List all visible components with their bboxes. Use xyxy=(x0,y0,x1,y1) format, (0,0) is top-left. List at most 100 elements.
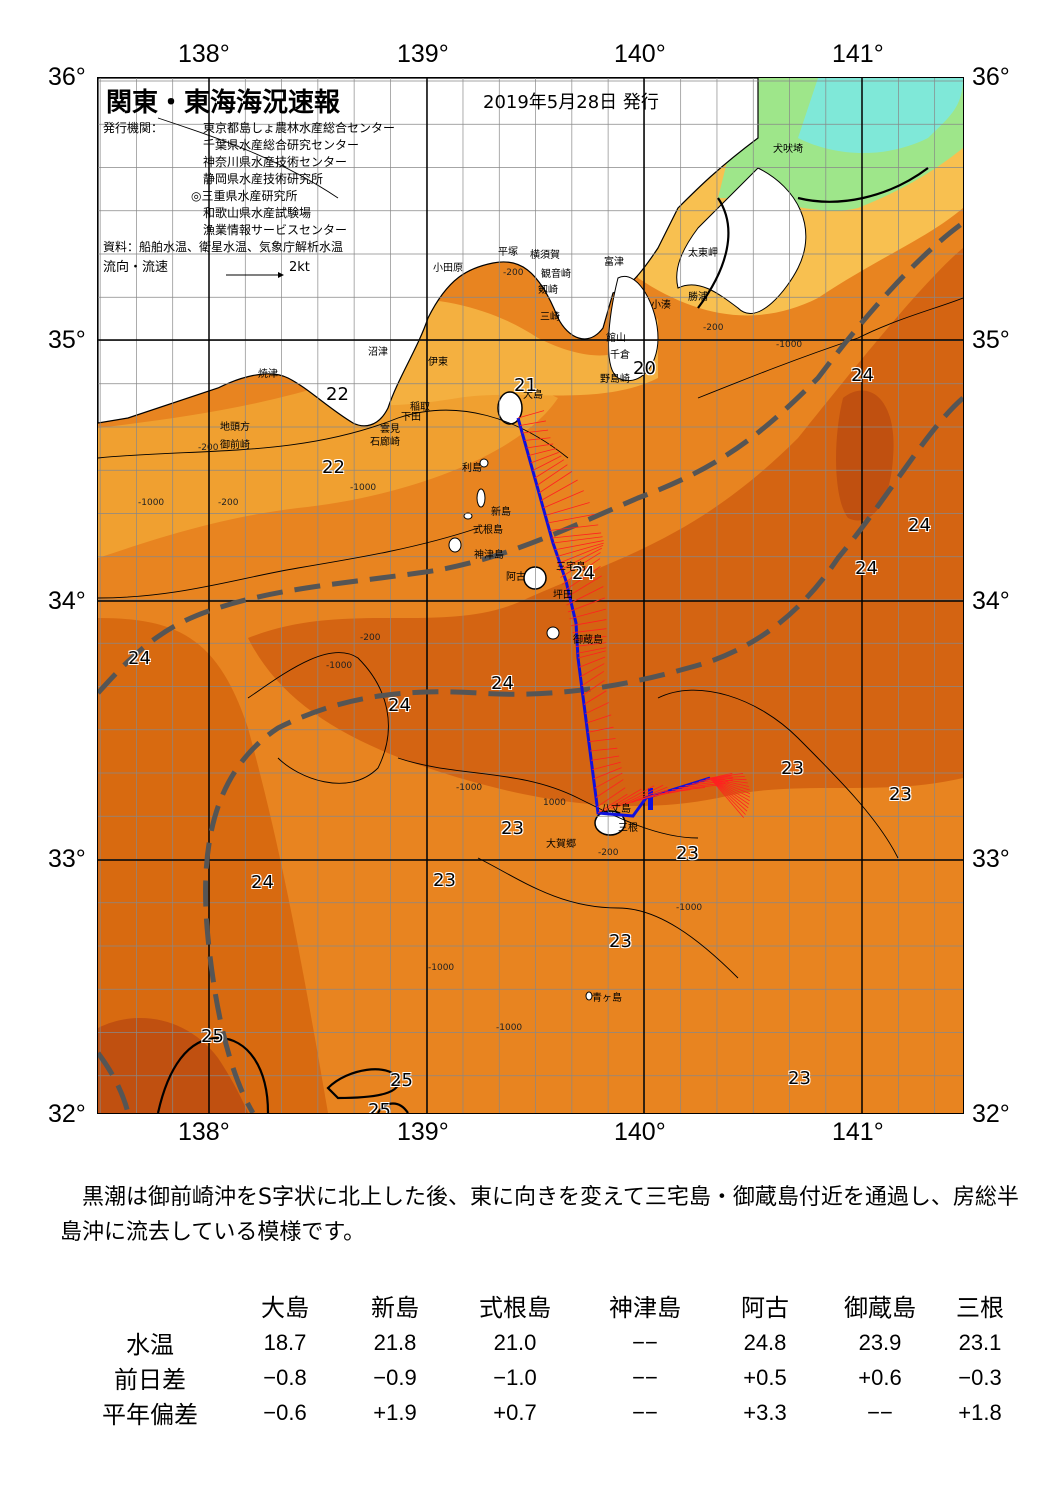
current-vector xyxy=(547,513,595,524)
table-cell: 24.8 xyxy=(743,1329,787,1355)
table-cell: −− xyxy=(632,1399,658,1425)
lat-label-right-36: 36° xyxy=(972,63,1010,91)
place-label: 館山 xyxy=(606,333,626,344)
column-header: 新島 xyxy=(371,1293,419,1322)
current-vector xyxy=(582,680,605,696)
island-mikurajima xyxy=(546,626,560,640)
temperature-label: 20 xyxy=(633,358,656,379)
column-header: 三根 xyxy=(956,1293,1004,1322)
current-vector xyxy=(594,772,623,789)
place-label: 下田 xyxy=(401,412,421,423)
current-vector xyxy=(545,502,590,516)
legend-label: 流向・流速 xyxy=(103,260,169,275)
table-cell: −− xyxy=(632,1364,658,1390)
place-label: 石廊崎 xyxy=(370,437,400,448)
issuer-item: 神奈川県水産技術センター xyxy=(203,155,348,169)
table-cell: −0.6 xyxy=(263,1399,307,1425)
table-cell: +0.5 xyxy=(743,1364,787,1390)
lat-label-right-32: 32° xyxy=(972,1100,1010,1128)
table-cell: 21.0 xyxy=(493,1329,537,1355)
place-label: 三根 xyxy=(618,823,638,834)
lat-label-left-36: 36° xyxy=(48,63,86,91)
current-vector xyxy=(631,789,669,803)
current-vector xyxy=(709,777,748,812)
current-vector xyxy=(555,542,604,558)
cool-band-coastal xyxy=(98,367,558,558)
current-vector xyxy=(569,608,606,620)
current-vector xyxy=(617,784,664,808)
place-label: 坪田 xyxy=(553,590,573,601)
current-vector xyxy=(665,787,706,793)
depth-label: -1000 xyxy=(350,483,377,493)
temperature-label: 24 xyxy=(908,515,931,536)
lon-label-bottom-138: 138° xyxy=(178,1118,230,1146)
place-label: 伊東 xyxy=(428,357,448,368)
lon-label-bottom-140: 140° xyxy=(614,1118,666,1146)
current-vector xyxy=(560,552,601,578)
current-vector xyxy=(709,777,751,798)
place-label: 御前崎 xyxy=(220,440,250,451)
current-vector xyxy=(557,544,604,565)
place-label: 剱崎 xyxy=(538,285,558,296)
depth-label: -200 xyxy=(598,848,619,858)
row-label: 平年偏差 xyxy=(102,1401,198,1429)
lon-label-top-138: 138° xyxy=(178,40,230,68)
temperature-label: 24 xyxy=(251,872,274,893)
current-vector xyxy=(517,410,545,419)
current-vector xyxy=(520,420,547,426)
temperature-label: 25 xyxy=(368,1100,391,1114)
place-label: 太東岬 xyxy=(688,248,718,259)
current-vector xyxy=(709,777,746,815)
temperature-label: 24 xyxy=(855,558,878,579)
place-label: 御蔵島 xyxy=(573,635,603,646)
lat-label-left-33: 33° xyxy=(48,845,86,873)
current-vector xyxy=(709,777,750,805)
depth-label: -200 xyxy=(218,498,239,508)
place-label: 式根島 xyxy=(473,525,503,536)
place-label: 焼津 xyxy=(258,369,278,380)
temperature-label: 22 xyxy=(322,457,345,478)
current-vector xyxy=(554,540,604,551)
current-vector xyxy=(709,777,750,791)
table-header-row: 大島 新島 式根島 神津島 阿古 御蔵島 三根 xyxy=(70,1285,1020,1325)
temperature-label: 23 xyxy=(609,931,632,952)
temperature-label: 24 xyxy=(491,673,514,694)
temperature-label: 25 xyxy=(390,1070,413,1091)
current-vector xyxy=(596,787,626,808)
current-vector xyxy=(709,777,751,794)
current-vector xyxy=(538,471,573,494)
current-vector xyxy=(552,536,603,544)
lon-label-top-139: 139° xyxy=(397,40,449,68)
depth-label: -1000 xyxy=(496,1023,523,1033)
current-vector xyxy=(604,788,642,812)
table-cell: −− xyxy=(632,1329,658,1355)
temperature-label: 23 xyxy=(676,843,699,864)
current-vector xyxy=(558,547,602,571)
current-vector xyxy=(709,777,747,781)
depth-label: -1000 xyxy=(428,963,455,973)
place-label: 小田原 xyxy=(433,263,463,274)
table-cell: −0.9 xyxy=(373,1364,417,1390)
current-vector xyxy=(583,690,607,705)
current-vector xyxy=(586,714,612,724)
current-vector xyxy=(522,429,549,434)
temperature-label: 24 xyxy=(128,648,151,669)
current-vector xyxy=(589,747,618,752)
place-label: 新島 xyxy=(491,507,511,518)
table-cell: −1.0 xyxy=(493,1364,537,1390)
depth-label: 1000 xyxy=(543,798,566,808)
table-row: 前日差 −0.8 −0.9 −1.0 −− +0.5 +0.6 −0.3 xyxy=(70,1360,1020,1395)
table-row: 水温 18.7 21.8 21.0 −− 24.8 23.9 23.1 xyxy=(70,1325,1020,1360)
place-label: 勝浦 xyxy=(688,292,708,303)
current-vector xyxy=(658,789,691,795)
map-title: 関東・東海海況速報 xyxy=(106,88,341,118)
table-cell: −0.3 xyxy=(958,1364,1002,1390)
issue-date: 2019年5月28日 発行 xyxy=(483,92,659,113)
row-label: 前日差 xyxy=(114,1366,186,1394)
place-label: 犬吠埼 xyxy=(773,144,803,155)
issuer-item: 千葉県水産総合研究センター xyxy=(203,138,360,152)
issuer-list: 東京都島しょ農林水産総合センター 千葉県水産総合研究センター 神奈川県水産技術セ… xyxy=(191,120,463,239)
table-cell: +3.3 xyxy=(743,1399,787,1425)
current-vector xyxy=(591,755,620,761)
column-header: 大島 xyxy=(261,1293,309,1322)
